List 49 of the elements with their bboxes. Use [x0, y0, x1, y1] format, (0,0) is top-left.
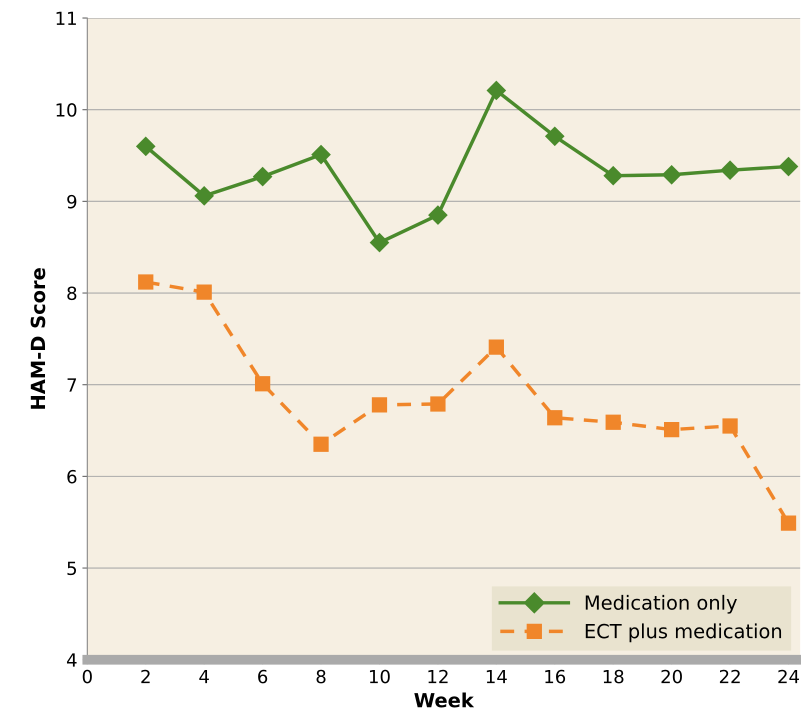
point — [778, 156, 798, 176]
y-tick-label: 6 — [67, 470, 76, 484]
x-tick-label: 14 — [486, 670, 507, 684]
y-tick-label: 8 — [67, 286, 76, 300]
point — [196, 284, 212, 300]
point — [780, 515, 796, 531]
point — [604, 166, 623, 186]
point — [138, 274, 154, 290]
y-tick-label: 4 — [66, 653, 77, 667]
point — [720, 160, 740, 180]
point — [722, 418, 738, 434]
x-tick-label: 24 — [778, 670, 799, 684]
point — [136, 136, 156, 156]
y-tick-label: 9 — [67, 194, 76, 208]
y-tick-label: 10 — [56, 103, 76, 117]
x-tick-label: 2 — [141, 670, 150, 684]
x-tick-label: 10 — [370, 670, 390, 684]
point — [662, 165, 682, 184]
x-tick-label: 4 — [199, 670, 209, 684]
x-axis-title: Week — [414, 692, 474, 708]
x-tick-label: 20 — [661, 670, 682, 684]
legend-label: ECT plus medication — [586, 623, 782, 642]
point — [254, 376, 270, 392]
point — [253, 167, 272, 186]
point — [430, 396, 446, 412]
x-tick-label: 16 — [545, 670, 566, 684]
point — [488, 339, 504, 355]
point — [372, 397, 388, 413]
point — [194, 186, 214, 206]
point — [312, 145, 331, 164]
x-tick-label: 0 — [82, 670, 92, 684]
point — [370, 233, 390, 252]
x-tick-label: 8 — [316, 670, 326, 684]
x-tick-label: 22 — [720, 670, 740, 684]
point — [486, 80, 506, 100]
x-tick-label: 18 — [604, 670, 624, 684]
point — [313, 436, 329, 452]
point — [547, 410, 562, 426]
point — [545, 126, 564, 146]
y-axis-title: HAM-D Score — [30, 268, 46, 409]
point — [606, 414, 621, 430]
point — [664, 422, 680, 438]
x-tick-label: 6 — [258, 670, 268, 684]
y-tick-label: 7 — [68, 378, 76, 392]
legend-label: Medication only — [586, 594, 737, 614]
x-tick-label: 12 — [428, 670, 448, 684]
point — [428, 206, 448, 225]
y-tick-label: 11 — [56, 12, 76, 25]
y-tick-label: 5 — [67, 562, 76, 576]
